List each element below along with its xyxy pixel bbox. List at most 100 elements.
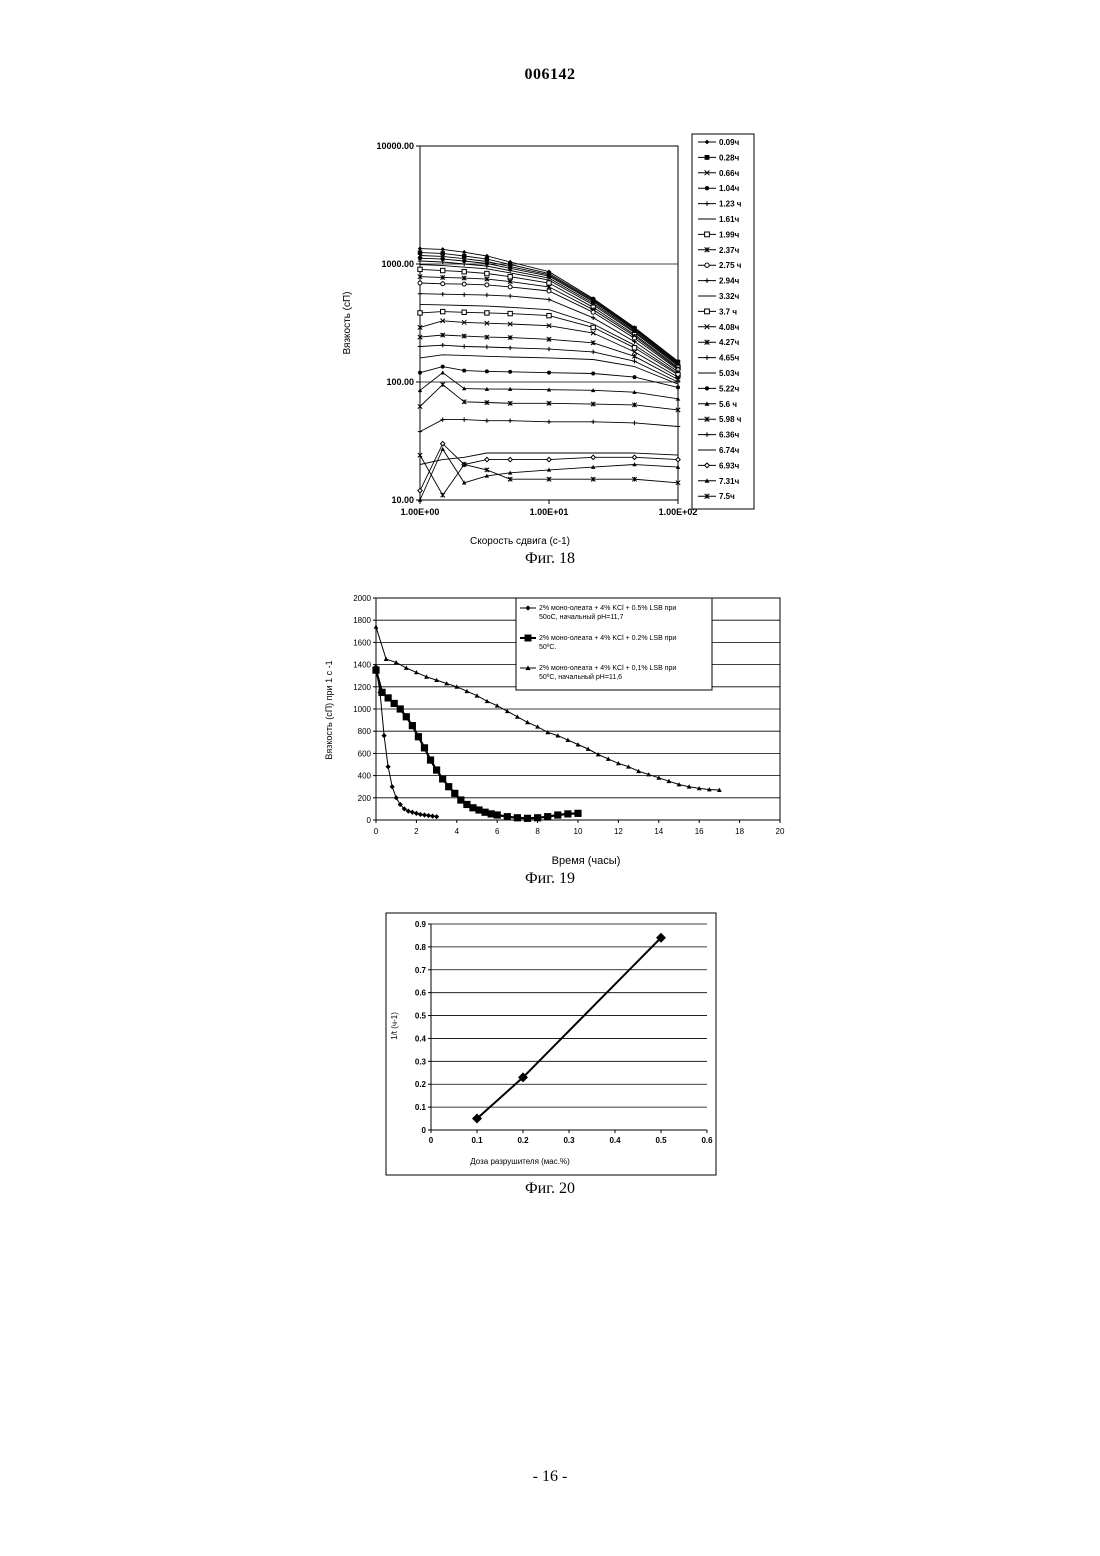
fig18-legend-marker xyxy=(705,463,710,468)
fig19-y-tick-label: 200 xyxy=(358,794,372,803)
fig18-point xyxy=(632,346,636,350)
fig20-y-tick-label: 0.1 xyxy=(415,1103,427,1112)
fig18-legend-entry: 7.5ч xyxy=(698,492,735,501)
fig18-point xyxy=(485,369,489,373)
page-number: - 16 - xyxy=(0,1468,1100,1486)
fig18-legend-label: 5.03ч xyxy=(719,369,740,378)
fig18-legend: 0.09ч0.28ч0.66ч1.04ч1.23 ч1.61ч1.99ч2.37… xyxy=(698,138,742,501)
fig18-plot-area xyxy=(420,146,678,500)
fig18-point xyxy=(508,285,512,289)
fig19-x-tick-label: 14 xyxy=(654,827,663,836)
fig18-x-tick-label: 1.00E+00 xyxy=(401,507,440,517)
fig18-point xyxy=(676,385,680,389)
fig19-point xyxy=(514,814,521,821)
fig18-legend-entry: 0.66ч xyxy=(698,169,740,178)
fig18-point xyxy=(441,268,445,272)
fig19-point xyxy=(451,790,458,797)
fig19-point xyxy=(534,814,541,821)
fig19-point xyxy=(564,810,571,817)
fig19-legend-line: 2% моно-олеата + 4% KCl + 0.5% LSB при xyxy=(539,605,676,612)
fig19-point xyxy=(421,744,428,751)
fig20-x-tick-label: 0.5 xyxy=(655,1136,667,1145)
fig18-legend-label: 6.36ч xyxy=(719,431,740,440)
fig18-point xyxy=(485,311,489,315)
fig18-legend-marker xyxy=(705,278,710,283)
fig18-point xyxy=(547,281,551,285)
fig18-legend-entry: 5.6 ч xyxy=(698,400,737,409)
fig19-y-tick-label: 400 xyxy=(358,772,372,781)
fig18-legend-marker xyxy=(705,155,710,160)
fig19-legend-line: 50ºC, начальный pH=11,6 xyxy=(539,673,622,681)
fig18-y-tick-label: 10.00 xyxy=(391,495,414,505)
fig18-legend-label: 5.6 ч xyxy=(719,400,737,409)
fig18-legend-label: 5.98 ч xyxy=(719,415,742,424)
fig18-x-tick-label: 1.00E+01 xyxy=(530,507,569,517)
fig18-legend-label: 2.94ч xyxy=(719,277,740,286)
fig19-x-axis-label: Время (часы) xyxy=(552,855,621,867)
fig18-legend-label: 0.66ч xyxy=(719,169,740,178)
fig18-legend-label: 1.99ч xyxy=(719,230,740,239)
fig18-legend-label: 3.7 ч xyxy=(719,307,737,316)
fig20-y-tick-label: 0.8 xyxy=(415,943,427,952)
fig18-point xyxy=(591,372,595,376)
fig19-x-tick-label: 8 xyxy=(535,827,540,836)
fig20-y-tick-label: 0.9 xyxy=(415,920,427,929)
fig18-legend-entry: 2.37ч xyxy=(698,246,740,255)
fig18-legend-label: 7.31ч xyxy=(719,477,740,486)
fig18-legend-entry: 3.32ч xyxy=(698,292,740,301)
fig19-y-tick-label: 1800 xyxy=(353,616,371,625)
fig18-y-axis-label: Вязкость (сП) xyxy=(342,291,353,354)
fig18-legend-label: 2.37ч xyxy=(719,246,740,255)
fig18-y-tick-label: 1000.00 xyxy=(381,259,414,269)
fig18-point xyxy=(462,270,466,274)
fig18-point xyxy=(462,369,466,373)
fig18-x-axis-label: Скорость сдвига (c-1) xyxy=(470,536,570,547)
fig19-point xyxy=(397,705,404,712)
fig20-series-group xyxy=(472,933,666,1124)
fig18-legend-entry: 6.36ч xyxy=(698,431,740,440)
fig18-legend-marker xyxy=(705,140,710,145)
figure-19-chart: 0200400600800100012001400160018002000024… xyxy=(310,590,790,872)
fig19-x-tick-label: 18 xyxy=(735,827,744,836)
fig18-point xyxy=(547,313,551,317)
fig18-point xyxy=(547,371,551,375)
fig19-point xyxy=(544,813,551,820)
fig18-legend-entry: 1.99ч xyxy=(698,230,740,239)
fig19-legend-line: 50оС, начальный pH=11,7 xyxy=(539,613,624,621)
figure-18-chart: 10.00 100.00 1000.00 10000.00 1.00E+00 1.00E+… xyxy=(320,128,760,553)
fig18-legend-entry: 0.09ч xyxy=(698,138,740,147)
fig18-legend-entry: 1.04ч xyxy=(698,184,740,193)
fig18-legend-label: 4.65ч xyxy=(719,354,740,363)
fig18-plot-frame xyxy=(420,146,678,500)
fig19-legend-line: 2% моно-олеата + 4% KCl + 0.2% LSB при xyxy=(539,635,676,642)
fig19-x-tick-label: 20 xyxy=(776,827,785,836)
fig20-y-tick-label: 0.6 xyxy=(415,989,427,998)
fig19-point xyxy=(504,813,511,820)
fig19-point xyxy=(433,766,440,773)
fig19-legend-marker xyxy=(525,635,532,642)
figure-19-caption: Фиг. 19 xyxy=(0,870,1100,888)
fig18-point xyxy=(418,311,422,315)
fig18-legend-entry: 0.28ч xyxy=(698,153,740,162)
fig18-point xyxy=(462,282,466,286)
fig18-legend-entry: 6.93ч xyxy=(698,461,740,470)
fig20-series xyxy=(472,933,666,1124)
fig18-point xyxy=(508,275,512,279)
fig19-x-tick-label: 10 xyxy=(574,827,583,836)
fig18-point xyxy=(591,310,595,314)
fig18-legend-entry: 5.03ч xyxy=(698,369,740,378)
fig18-legend-entry: 5.22ч xyxy=(698,384,740,393)
fig19-point xyxy=(439,775,446,782)
fig18-legend-marker xyxy=(705,263,709,267)
fig19-y-tick-label: 2000 xyxy=(353,594,371,603)
figure-18-caption: Фиг. 18 xyxy=(0,550,1100,568)
fig18-legend-label: 6.93ч xyxy=(719,461,740,470)
fig18-y-tick-label: 100.00 xyxy=(386,377,414,387)
fig18-point xyxy=(418,371,422,375)
fig20-y-tick-label: 0.5 xyxy=(415,1012,427,1021)
fig18-y-tick-label: 10000.00 xyxy=(376,141,414,151)
fig18-legend-label: 1.61ч xyxy=(719,215,740,224)
fig18-legend-marker xyxy=(705,186,709,190)
fig20-x-tick-label: 0.3 xyxy=(563,1136,575,1145)
fig18-legend-entry: 1.61ч xyxy=(698,215,740,224)
